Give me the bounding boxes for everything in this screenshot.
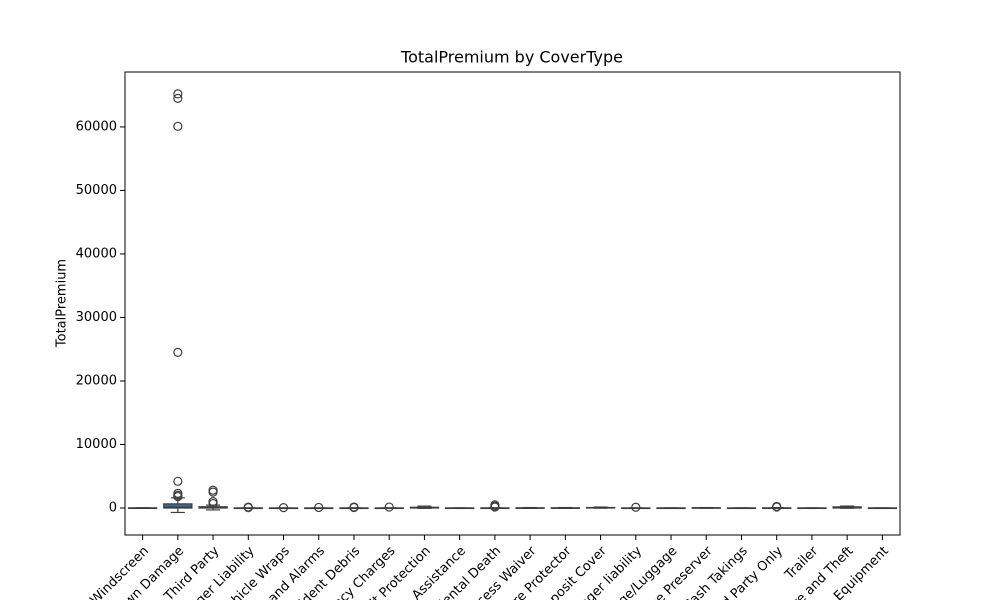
outlier [278,503,289,513]
outlier [173,93,183,103]
outlier [173,347,183,358]
chart-title: TotalPremium by CoverType [400,48,623,67]
y-axis-label: TotalPremium [55,259,70,348]
y-tick-label: 40000 [76,246,117,261]
plot-frame [124,71,901,536]
outlier [208,497,218,507]
outlier [173,476,183,486]
y-tick-label: 50000 [76,183,117,198]
outlier [243,503,253,513]
outlier [631,502,641,512]
y-tick-label: 20000 [76,373,117,388]
outlier [208,485,218,495]
outlier [208,487,218,497]
y-tick-label: 10000 [76,437,117,452]
box [163,503,193,509]
outlier [772,502,782,512]
outlier [173,121,183,131]
outlier [173,491,183,502]
outlier [490,502,500,512]
y-tick-label: 60000 [76,119,117,134]
outlier [384,502,394,512]
outlier [314,502,324,513]
outlier [349,502,359,513]
y-tick-label: 30000 [76,310,117,325]
outlier [173,89,183,99]
y-tick-label: 0 [109,501,117,516]
outlier [208,498,218,509]
